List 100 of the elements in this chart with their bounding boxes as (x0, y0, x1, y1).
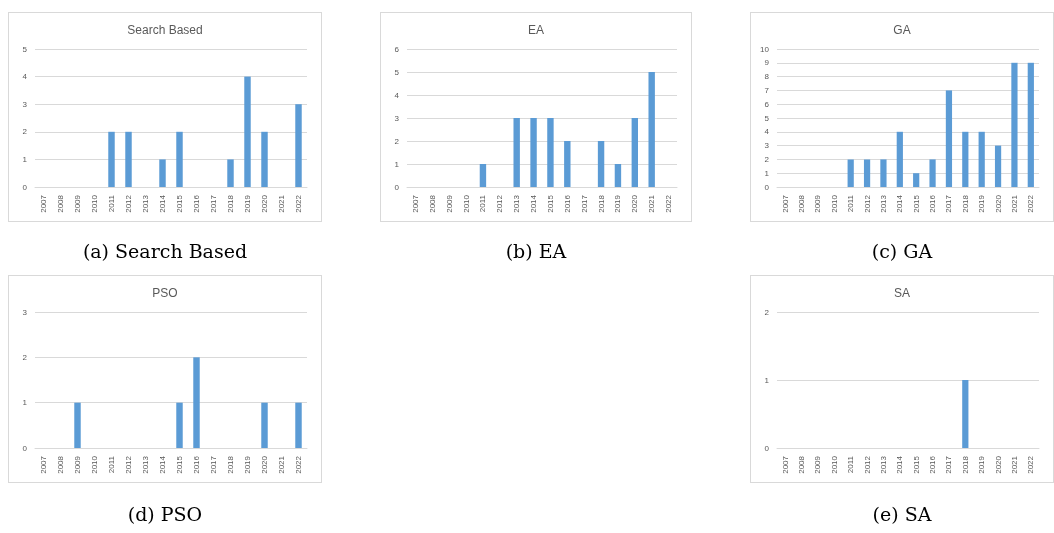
y-tick-label: 9 (764, 58, 770, 68)
x-tick-label: 2011 (107, 194, 116, 213)
x-tick-label: 2014 (158, 194, 167, 213)
x-tick-label: 2010 (829, 455, 839, 474)
x-tick-label: 2022 (664, 194, 674, 213)
y-tick-label: 4 (394, 90, 400, 100)
x-tick-label: 2016 (928, 194, 938, 213)
y-tick-label: 0 (394, 182, 400, 192)
x-tick-label: 2021 (1009, 194, 1019, 213)
y-tick-label: 2 (22, 127, 28, 137)
text: (c) GA (870, 240, 934, 262)
y-tick-label: 1 (394, 159, 400, 169)
x-tick-label: 2020 (260, 455, 269, 474)
bar (547, 118, 554, 187)
bar (847, 159, 854, 187)
x-tick-label: 2018 (226, 455, 235, 474)
x-tick-label: 2020 (993, 455, 1003, 474)
x-tick-label: 2015 (911, 455, 921, 474)
y-tick-label: 2 (764, 307, 770, 317)
chart-title: Search Based (127, 23, 203, 37)
x-tick-label: 2012 (862, 455, 872, 474)
chart-title: PSO (152, 286, 178, 300)
text: (a) Search Based (81, 240, 249, 262)
x-tick-label: 2007 (780, 194, 790, 213)
x-tick-label: 2016 (928, 455, 938, 474)
x-tick-label: 2017 (209, 455, 218, 474)
x-tick-label: 2015 (175, 455, 184, 474)
x-tick-label: 2007 (780, 455, 790, 474)
x-tick-label: 2010 (90, 455, 99, 474)
x-tick-label: 2015 (175, 194, 184, 213)
x-tick-label: 2013 (878, 194, 888, 213)
x-tick-label: 2022 (294, 455, 303, 474)
y-tick-label: 5 (764, 113, 770, 123)
x-tick-label: 2022 (294, 194, 303, 213)
x-tick-label: 2019 (977, 194, 987, 213)
y-tick-label: 8 (764, 72, 770, 82)
x-tick-label: 2013 (141, 455, 150, 474)
x-tick-label: 2020 (630, 194, 640, 213)
x-tick-label: 2017 (944, 455, 954, 474)
y-tick-label: 1 (764, 375, 770, 385)
x-tick-label: 2018 (596, 194, 606, 213)
x-tick-label: 2019 (977, 455, 987, 474)
x-tick-label: 2013 (141, 194, 150, 213)
y-tick-label: 5 (394, 67, 400, 77)
x-tick-label: 2011 (846, 194, 856, 213)
y-tick-label: 0 (22, 182, 28, 192)
x-tick-label: 2007 (410, 194, 420, 213)
y-tick-label: 3 (764, 141, 770, 151)
chart-title: GA (893, 23, 911, 37)
bar (108, 131, 115, 187)
bar (244, 76, 251, 187)
y-tick-label: 1 (22, 154, 28, 164)
x-tick-label: 2017 (579, 194, 589, 213)
bar (994, 145, 1002, 187)
x-tick-label: 2010 (461, 194, 471, 213)
bar (261, 131, 268, 187)
y-tick-label: 3 (22, 99, 28, 109)
bar (530, 118, 537, 187)
x-tick-label: 2018 (960, 194, 970, 213)
x-tick-label: 2009 (73, 455, 82, 474)
x-tick-label: 2017 (944, 194, 954, 213)
x-tick-label: 2009 (813, 194, 823, 213)
x-tick-label: 2021 (1009, 455, 1019, 474)
text: (b) EA (504, 240, 568, 262)
x-tick-label: 2009 (73, 194, 82, 213)
text: (d) PSO (126, 503, 204, 525)
x-tick-label: 2013 (512, 194, 522, 213)
x-tick-label: 2010 (90, 194, 99, 213)
x-tick-label: 2016 (192, 194, 201, 213)
chart-title: SA (893, 286, 911, 300)
y-tick-label: 10 (760, 44, 770, 54)
bar (880, 159, 887, 187)
text: (e) SA (871, 503, 933, 525)
bar (614, 164, 622, 187)
x-tick-label: 2014 (529, 194, 539, 213)
x-tick-label: 2022 (1026, 455, 1036, 474)
x-tick-label: 2015 (545, 194, 555, 213)
y-tick-label: 6 (764, 99, 770, 109)
bar (945, 90, 953, 187)
x-tick-label: 2018 (960, 455, 970, 474)
x-tick-label: 2017 (209, 194, 218, 213)
x-tick-label: 2011 (107, 455, 116, 474)
bar (978, 131, 985, 187)
bar (125, 131, 132, 187)
x-tick-label: 2012 (495, 194, 505, 213)
y-tick-label: 1 (764, 168, 770, 178)
x-tick-label: 2016 (192, 455, 201, 474)
x-tick-label: 2010 (829, 194, 839, 213)
x-tick-label: 2014 (895, 455, 905, 474)
x-tick-label: 2021 (277, 194, 286, 213)
x-tick-label: 2013 (878, 455, 888, 474)
x-tick-label: 2007 (39, 194, 48, 213)
x-tick-label: 2021 (647, 194, 657, 213)
bar (913, 173, 920, 187)
x-tick-label: 2012 (862, 194, 872, 213)
x-tick-label: 2007 (39, 455, 48, 474)
x-tick-label: 2022 (1026, 194, 1036, 213)
bar (159, 159, 166, 187)
y-tick-label: 4 (764, 127, 770, 137)
y-tick-label: 0 (764, 443, 770, 453)
